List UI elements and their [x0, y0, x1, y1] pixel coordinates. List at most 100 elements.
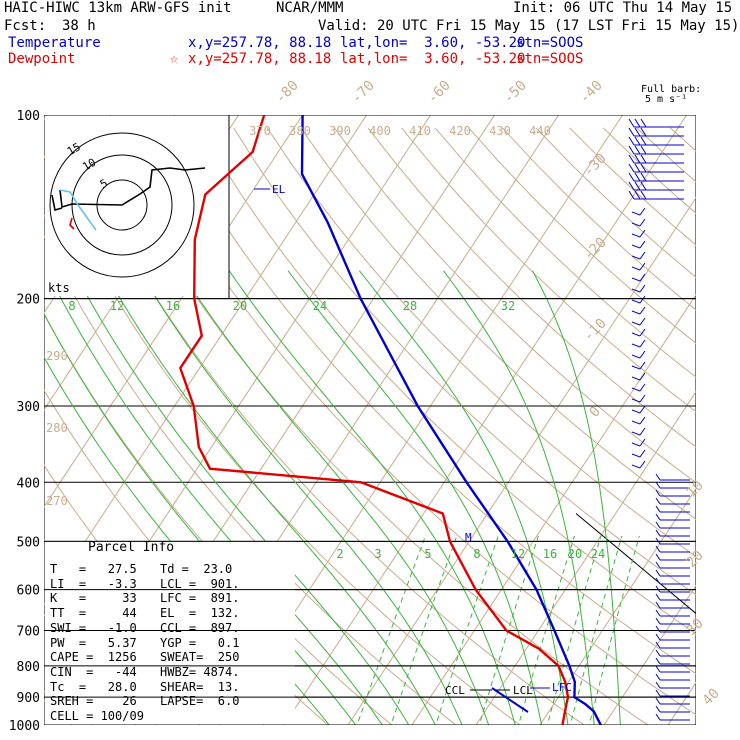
mixing-ratio-label: 3	[374, 547, 381, 561]
dry-adiabat	[65, 127, 585, 725]
pressure-tick-label: 300	[17, 400, 40, 415]
parcel-info-left: SREH = 26	[50, 694, 137, 709]
wind-barb-flag	[640, 190, 647, 200]
isotherm-line	[411, 293, 696, 725]
temperature-profile	[300, 115, 602, 725]
parcel-info-title: Parcel Info	[88, 540, 175, 555]
wind-barb-flag	[634, 145, 641, 155]
moist-adiabat	[359, 270, 569, 725]
mixing-ratio-label: 12	[511, 547, 525, 561]
wind-barb-flag	[628, 127, 635, 137]
dry-adiabat	[401, 127, 696, 413]
forecast-hour: 38 h	[62, 18, 96, 34]
mixing-ratio-label: 12	[110, 299, 124, 313]
wind-barb-flag	[655, 489, 661, 497]
hodograph-ring	[49, 132, 195, 278]
parcel-info-left: TT = 44	[50, 606, 137, 621]
wind-barb-flag	[628, 145, 635, 155]
wind-barb-flag	[640, 172, 647, 182]
wind-barb	[639, 295, 646, 304]
isotherm-line	[475, 390, 696, 725]
pressure-tick-label: 1000	[9, 719, 40, 734]
wind-barb-flag	[655, 569, 661, 577]
dry-adiabat	[704, 128, 740, 738]
wind-barb-flag	[655, 521, 661, 529]
wind-barb-flag	[655, 681, 661, 689]
wind-barb-flag	[631, 277, 641, 282]
wind-barb-flag	[631, 365, 641, 370]
dry-adiabat	[602, 127, 696, 214]
parcel-info-right: SWEAT= 250	[160, 650, 240, 665]
parcel-info-right: CCL = 897.	[160, 620, 240, 635]
wind-barb-flag	[655, 553, 661, 561]
theta-label: 280	[46, 421, 68, 435]
dry-adiabat	[132, 127, 696, 716]
parcel-info-right: HWBZ= 4874.	[160, 664, 240, 679]
dry-adiabat	[199, 127, 696, 635]
mixing-ratio-label: 8	[68, 299, 75, 313]
wind-barb-flag	[655, 473, 661, 481]
mixing-ratio-label: 28	[403, 299, 417, 313]
mixing-ratio-line	[588, 535, 640, 725]
wind-barb-flag	[655, 697, 661, 705]
parcel-info-row: CIN = -44 HWBZ= 4874.	[50, 665, 280, 680]
dewpoint-latlon: lat,lon= 3.60, -53.20	[340, 51, 526, 67]
parcel-info-row: Tc = 28.0 SHEAR= 13.	[50, 680, 280, 695]
parcel-info-right: LFC = 891.	[160, 591, 240, 606]
parcel-info-right: LAPSE= 6.0	[160, 694, 240, 709]
wind-barb-flag	[628, 163, 635, 173]
wind-barb-flag	[655, 481, 661, 489]
wind-barb-flag	[634, 172, 641, 182]
theta-label: 370	[249, 124, 271, 138]
lcl-label: LCL	[513, 684, 533, 697]
parcel-info-right: LCL = 901.	[160, 576, 240, 591]
theta-label: 270	[46, 494, 68, 508]
dry-adiabat	[636, 127, 696, 183]
wind-barb-flag	[628, 136, 635, 146]
parcel-info-row: PW = 5.37 YGP = 0.1	[50, 636, 280, 651]
wind-barb-flag	[655, 609, 661, 617]
isotherm-line	[347, 196, 696, 725]
isotherm-label: 30	[684, 616, 707, 639]
wind-barb-flag	[655, 633, 661, 641]
mixing-ratio-label: 16	[543, 547, 557, 561]
wind-barb-flag	[631, 387, 641, 392]
parcel-info-right	[160, 709, 280, 724]
isotherm-label: -40	[577, 78, 606, 107]
wind-barb-flag	[631, 211, 641, 216]
wind-barb	[639, 449, 646, 458]
moist-adiabat	[443, 270, 595, 725]
wind-barb-flag	[634, 163, 641, 173]
wind-barb-flag	[640, 181, 647, 191]
parcel-info-left: Tc = 28.0	[50, 679, 137, 694]
mixing-ratio-lines	[44, 115, 696, 725]
hodograph-ring-label: 10	[80, 156, 98, 174]
isotherm-label: -80	[273, 78, 302, 107]
theta-label: 400	[369, 124, 391, 138]
isotherm-line	[44, 115, 368, 605]
wind-barb-flag	[655, 513, 661, 521]
theta-label: 290	[46, 349, 68, 363]
wind-barb-flag	[655, 665, 661, 673]
barb-legend-title: Full barb:	[641, 84, 702, 95]
wind-barb	[639, 251, 646, 260]
moist-adiabat	[179, 270, 490, 725]
lfc-label: LFC	[552, 681, 572, 694]
wind-barb-flag	[631, 376, 641, 381]
wind-barb	[639, 262, 646, 271]
mixing-ratio-label: 32	[501, 299, 515, 313]
wind-barb-flag	[628, 181, 635, 191]
isotherm-line	[723, 101, 740, 738]
parcel-info-row: SWI = -1.0 CCL = 897.	[50, 621, 280, 636]
mixing-ratio-line	[518, 535, 575, 725]
wind-barb-flag	[631, 398, 641, 403]
isotherm-label: -60	[425, 78, 454, 107]
wind-barb-flag	[631, 266, 641, 271]
wind-barb-flag	[640, 154, 647, 164]
parcel-info-right: EL = 132.	[160, 606, 240, 621]
mixing-ratio-line	[569, 535, 623, 725]
m-label: M	[465, 531, 472, 544]
wind-barb-flag	[655, 625, 661, 633]
temperature-legend: Temperature	[8, 35, 101, 51]
wind-barb-flag	[631, 354, 641, 359]
